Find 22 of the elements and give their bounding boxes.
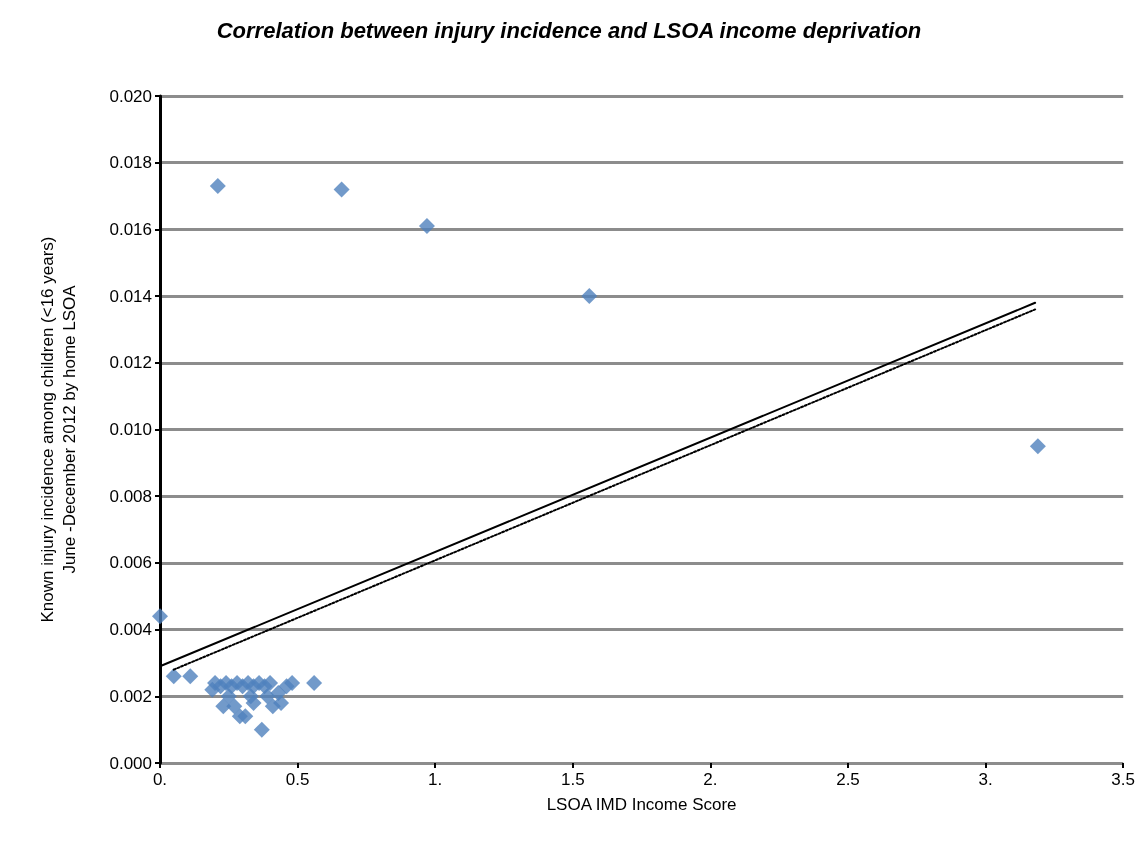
y-tick-label: 0.018 bbox=[109, 153, 152, 173]
x-tick-label: 0.5 bbox=[285, 770, 310, 789]
y-tick-label: 0.016 bbox=[109, 219, 152, 239]
y-tick-label: 0.004 bbox=[109, 620, 152, 640]
y-tick-label: 0.006 bbox=[109, 553, 152, 573]
y-tick-label: 0.012 bbox=[109, 353, 152, 373]
y-tick-label: 0.000 bbox=[109, 753, 152, 773]
x-axis-title: LSOA IMD Income Score bbox=[546, 794, 737, 814]
x-tick-label: 2. bbox=[703, 770, 718, 789]
x-tick-label: 2.5 bbox=[836, 770, 860, 789]
y-tick-label: 0.010 bbox=[109, 420, 152, 439]
y-tick-label: 0.002 bbox=[109, 686, 152, 706]
x-tick-label: 1. bbox=[428, 770, 443, 789]
y-tick-label: 0.014 bbox=[109, 286, 152, 306]
x-tick-label: 3. bbox=[978, 770, 993, 789]
x-tick-label: 3.5 bbox=[1111, 770, 1135, 789]
y-tick-label: 0.020 bbox=[109, 86, 152, 106]
x-tick-label: 1.5 bbox=[560, 770, 585, 789]
y-axis-title: Known injury incidence among children (<16 years) June -December 2012 by home LSOA bbox=[37, 236, 79, 623]
y-tick-label: 0.008 bbox=[109, 486, 152, 506]
chart-title: Correlation between injury incidence and LSOA income deprivation bbox=[216, 17, 922, 43]
x-tick-label: 0. bbox=[152, 770, 168, 789]
